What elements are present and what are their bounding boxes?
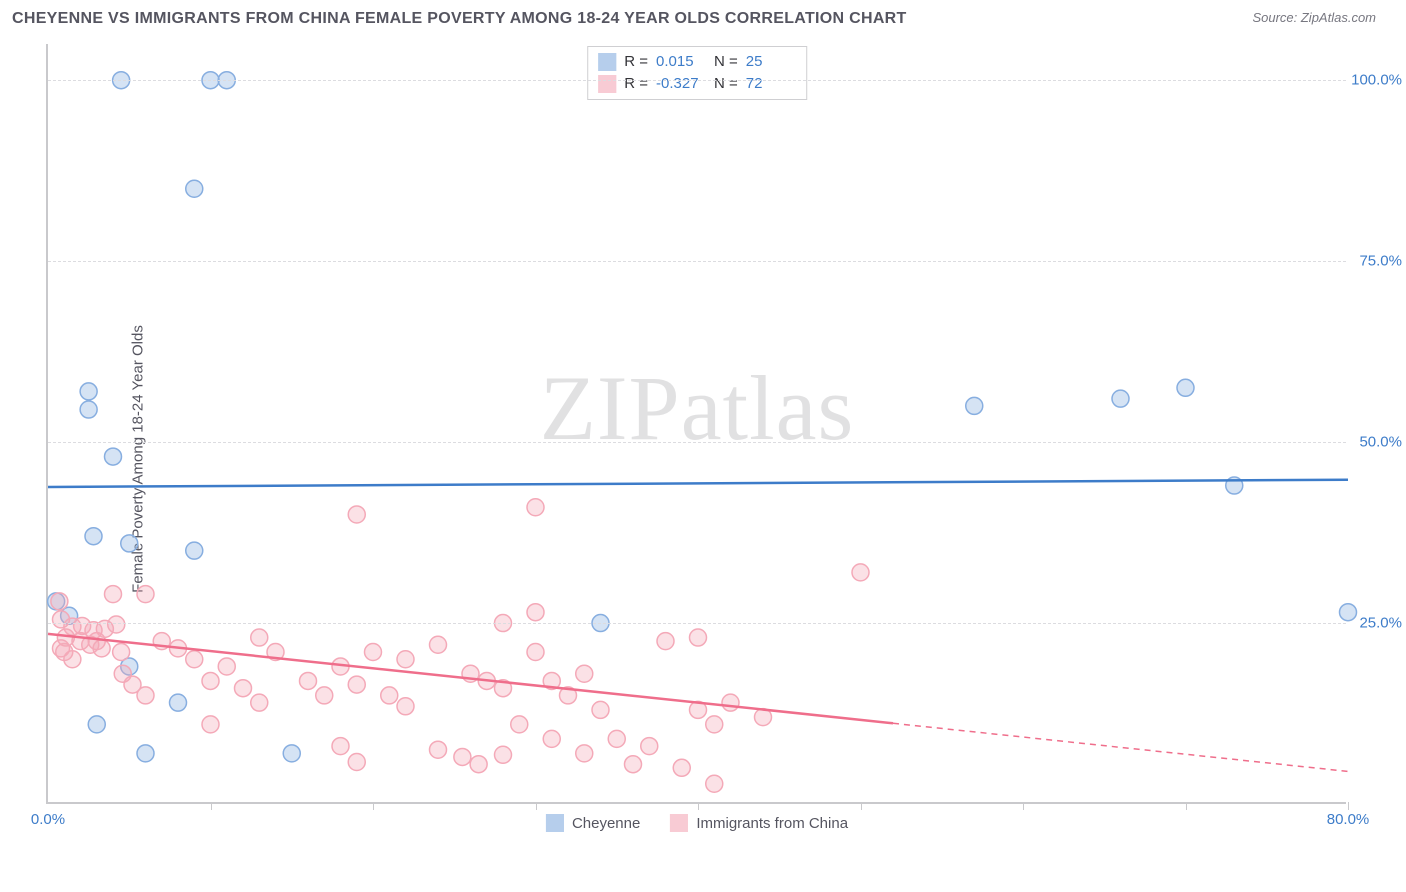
x-tick <box>1186 802 1187 810</box>
x-tick <box>1023 802 1024 810</box>
grid-line <box>48 442 1346 443</box>
data-point-china <box>852 564 869 581</box>
data-point-cheyenne <box>80 401 97 418</box>
legend-item-cheyenne: Cheyenne <box>546 814 640 832</box>
data-point-cheyenne <box>1177 379 1194 396</box>
data-point-china <box>137 687 154 704</box>
x-tick-label: 80.0% <box>1327 811 1370 828</box>
data-point-china <box>495 746 512 763</box>
chart-title: CHEYENNE VS IMMIGRANTS FROM CHINA FEMALE… <box>12 10 907 28</box>
chart-container: Female Poverty Among 18-24 Year Olds ZIP… <box>0 34 1406 884</box>
data-point-cheyenne <box>88 716 105 733</box>
data-point-china <box>430 636 447 653</box>
y-tick-label: 100.0% <box>1351 72 1402 89</box>
data-point-china <box>625 756 642 773</box>
data-point-china <box>381 687 398 704</box>
data-point-china <box>543 730 560 747</box>
regression-line-dashed-china <box>893 723 1348 771</box>
x-tick <box>211 802 212 810</box>
swatch-china <box>670 814 688 832</box>
data-point-china <box>608 730 625 747</box>
grid-line <box>48 623 1346 624</box>
data-point-china <box>53 640 70 657</box>
data-point-china <box>365 644 382 661</box>
data-point-cheyenne <box>121 535 138 552</box>
data-point-china <box>300 672 317 689</box>
x-tick <box>373 802 374 810</box>
data-point-china <box>51 593 68 610</box>
data-point-china <box>706 775 723 792</box>
data-point-cheyenne <box>283 745 300 762</box>
x-tick <box>536 802 537 810</box>
grid-line <box>48 261 1346 262</box>
data-point-china <box>397 698 414 715</box>
data-point-cheyenne <box>137 745 154 762</box>
data-point-cheyenne <box>1112 390 1129 407</box>
legend-item-china: Immigrants from China <box>670 814 848 832</box>
data-point-china <box>527 644 544 661</box>
data-point-china <box>332 738 349 755</box>
y-tick-label: 25.0% <box>1359 615 1402 632</box>
data-point-cheyenne <box>1340 604 1357 621</box>
data-point-china <box>105 586 122 603</box>
y-tick-label: 75.0% <box>1359 253 1402 270</box>
data-point-china <box>348 506 365 523</box>
x-tick <box>1348 802 1349 810</box>
plot-svg <box>48 44 1346 802</box>
x-tick <box>861 802 862 810</box>
data-point-china <box>527 499 544 516</box>
data-point-china <box>113 644 130 661</box>
data-point-china <box>202 672 219 689</box>
data-point-china <box>186 651 203 668</box>
data-point-china <box>251 629 268 646</box>
data-point-china <box>251 694 268 711</box>
data-point-cheyenne <box>105 448 122 465</box>
data-point-china <box>576 665 593 682</box>
data-point-china <box>235 680 252 697</box>
data-point-china <box>316 687 333 704</box>
data-point-china <box>511 716 528 733</box>
data-point-china <box>454 748 471 765</box>
data-point-china <box>576 745 593 762</box>
data-point-cheyenne <box>966 397 983 414</box>
data-point-china <box>673 759 690 776</box>
data-point-china <box>690 629 707 646</box>
data-point-china <box>527 604 544 621</box>
data-point-china <box>348 676 365 693</box>
data-point-china <box>470 756 487 773</box>
data-point-china <box>641 738 658 755</box>
grid-line <box>48 80 1346 81</box>
data-point-cheyenne <box>186 180 203 197</box>
data-point-china <box>108 616 125 633</box>
data-point-china <box>397 651 414 668</box>
data-point-china <box>430 741 447 758</box>
legend-series: Cheyenne Immigrants from China <box>546 814 848 832</box>
data-point-china <box>218 658 235 675</box>
x-tick <box>698 802 699 810</box>
source-label: Source: ZipAtlas.com <box>1252 10 1376 25</box>
y-tick-label: 50.0% <box>1359 434 1402 451</box>
swatch-cheyenne <box>546 814 564 832</box>
data-point-china <box>592 701 609 718</box>
plot-area: ZIPatlas R = 0.015 N = 25 R = -0.327 N =… <box>46 44 1346 804</box>
data-point-china <box>657 633 674 650</box>
legend-label-cheyenne: Cheyenne <box>572 815 640 832</box>
regression-line-cheyenne <box>48 480 1348 487</box>
data-point-china <box>706 716 723 733</box>
data-point-cheyenne <box>186 542 203 559</box>
data-point-china <box>202 716 219 733</box>
data-point-cheyenne <box>80 383 97 400</box>
legend-label-china: Immigrants from China <box>696 815 848 832</box>
data-point-cheyenne <box>85 528 102 545</box>
data-point-china <box>137 586 154 603</box>
data-point-cheyenne <box>170 694 187 711</box>
x-tick-label: 0.0% <box>31 811 65 828</box>
data-point-china <box>93 640 110 657</box>
data-point-china <box>348 754 365 771</box>
data-point-china <box>722 694 739 711</box>
